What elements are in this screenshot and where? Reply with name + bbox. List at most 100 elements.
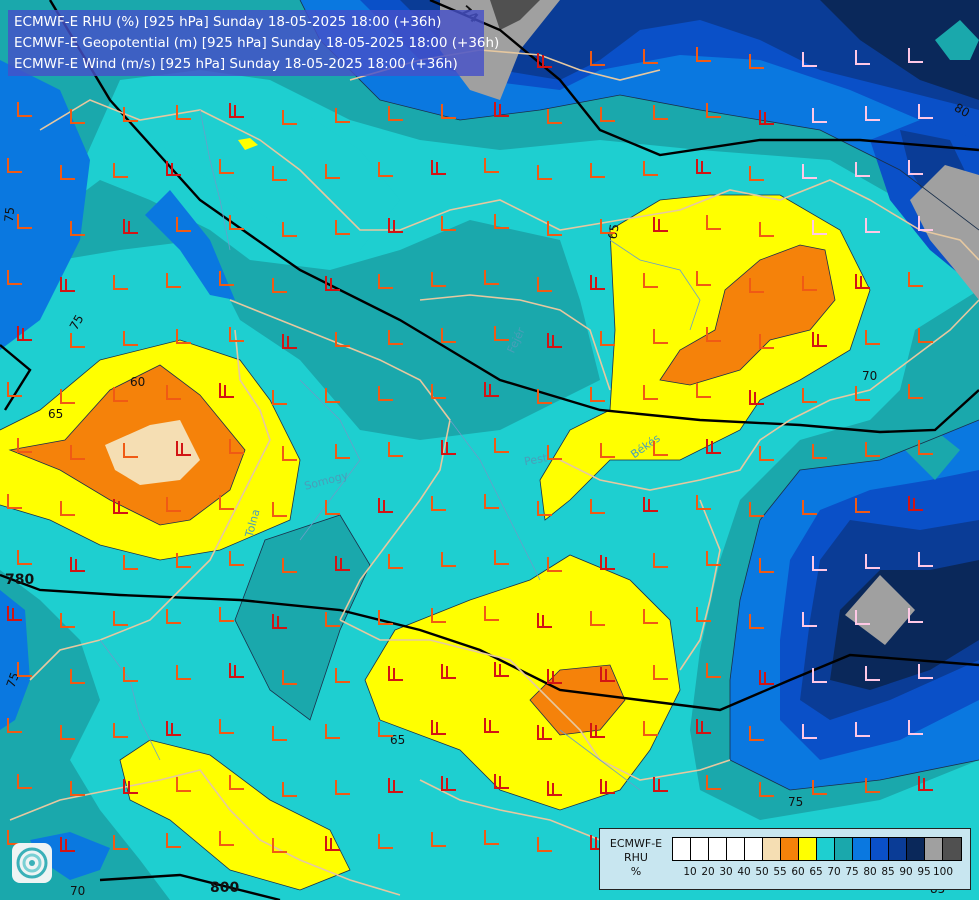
wind-barb: [600, 779, 615, 794]
wind-barb: [431, 496, 446, 511]
wind-barb: [547, 557, 562, 572]
wind-barb: [431, 384, 446, 399]
wind-barb: [113, 835, 128, 850]
rhu-legend: ECMWF-E RHU % 10 20 30 40 50 55 60 65 70 75 80 85 90…: [599, 828, 971, 890]
label-rhu-70: 70: [862, 369, 877, 383]
wind-barb: [123, 331, 138, 346]
legend-tick-label: 50: [755, 866, 769, 878]
label-rhu-65: 65: [390, 733, 405, 747]
wind-barb: [865, 106, 880, 121]
wind-barb: [166, 161, 181, 176]
wind-barb: [865, 554, 880, 569]
wind-barb: [653, 553, 668, 568]
wind-barb: [166, 721, 181, 736]
rhu-field-90: [400, 0, 979, 110]
wind-barb: [335, 332, 350, 347]
wind-barb: [60, 613, 75, 628]
wind-barb: [494, 550, 509, 565]
wind-barb: [918, 664, 933, 679]
legend-model: ECMWF-E: [609, 837, 663, 850]
rhu-field-60-east: [660, 245, 835, 385]
wind-barb: [706, 103, 721, 118]
wind-barb: [855, 386, 870, 401]
wind-barb: [219, 495, 234, 510]
wind-barb: [918, 552, 933, 567]
header-rhu-line: ECMWF-E RHU (%) [925 hPa] Sunday 18-05-2…: [14, 14, 442, 30]
wind-barb: [388, 330, 403, 345]
wind-barb: [219, 831, 234, 846]
wind-barb: [176, 665, 191, 680]
wind-barb: [918, 440, 933, 455]
wind-barb: [547, 445, 562, 460]
wind-barb: [643, 49, 658, 64]
rhu-field-65-tiny: [238, 138, 258, 150]
wind-barb: [802, 276, 817, 291]
wind-barb: [802, 164, 817, 179]
legend-swatch: [853, 838, 871, 860]
wind-barb: [494, 326, 509, 341]
wind-barb: [643, 721, 658, 736]
legend-tick-label: 95: [917, 866, 931, 878]
wind-barb: [484, 270, 499, 285]
wind-barb: [388, 218, 403, 233]
wind-barb: [865, 666, 880, 681]
wind-barb: [653, 665, 668, 680]
legend-tick-label: 55: [773, 866, 787, 878]
wind-barb: [176, 777, 191, 792]
wind-barb: [643, 385, 658, 400]
rhu-field-grey-right: [910, 165, 979, 300]
wind-barb: [219, 607, 234, 622]
wind-barb: [918, 776, 933, 791]
wind-barb: [7, 718, 22, 733]
wind-barb: [812, 108, 827, 123]
wind-barb: [176, 329, 191, 344]
wind-barb: [802, 388, 817, 403]
wind-barb: [282, 558, 297, 573]
wind-barb: [812, 444, 827, 459]
wind-barb: [441, 104, 456, 119]
wind-barb: [123, 779, 138, 794]
wind-barb: [378, 274, 393, 289]
wind-barb: [388, 106, 403, 121]
wind-barb: [590, 611, 605, 626]
rhu-field-65-south: [365, 555, 680, 810]
wind-barb: [494, 662, 509, 677]
wind-barb: [696, 271, 711, 286]
wind-barb: [855, 274, 870, 289]
label-geopotential-800: 800: [210, 880, 239, 896]
wind-barb: [335, 556, 350, 571]
legend-swatch: [727, 838, 745, 860]
legend-swatch: [817, 838, 835, 860]
wind-barb: [812, 220, 827, 235]
rhu-field-80-corner: [30, 832, 110, 880]
wind-barb: [759, 670, 774, 685]
wind-barb: [378, 834, 393, 849]
rhu-field-teal-nw: [935, 20, 979, 60]
legend-color-scale: [672, 837, 962, 861]
label-rhu-75: 75: [788, 795, 803, 809]
wind-barb: [802, 52, 817, 67]
wind-barb: [855, 50, 870, 65]
wind-barb: [600, 555, 615, 570]
wind-barb: [123, 443, 138, 458]
wind-barb: [441, 440, 456, 455]
wind-barb: [431, 832, 446, 847]
wind-barb: [70, 109, 85, 124]
legend-swatch: [781, 838, 799, 860]
wind-barb: [494, 438, 509, 453]
wind-barb: [176, 217, 191, 232]
wind-barb: [335, 220, 350, 235]
wind-barb: [908, 496, 923, 511]
wind-barb: [219, 719, 234, 734]
wind-barb: [431, 160, 446, 175]
wind-barb: [17, 102, 32, 117]
wind-barb: [7, 270, 22, 285]
wind-barb: [484, 606, 499, 621]
wind-barb: [7, 606, 22, 621]
wind-barb: [17, 550, 32, 565]
legend-swatch: [799, 838, 817, 860]
rhu-field-80-small: [145, 190, 235, 300]
wind-barb: [113, 387, 128, 402]
wind-barb: [7, 494, 22, 509]
